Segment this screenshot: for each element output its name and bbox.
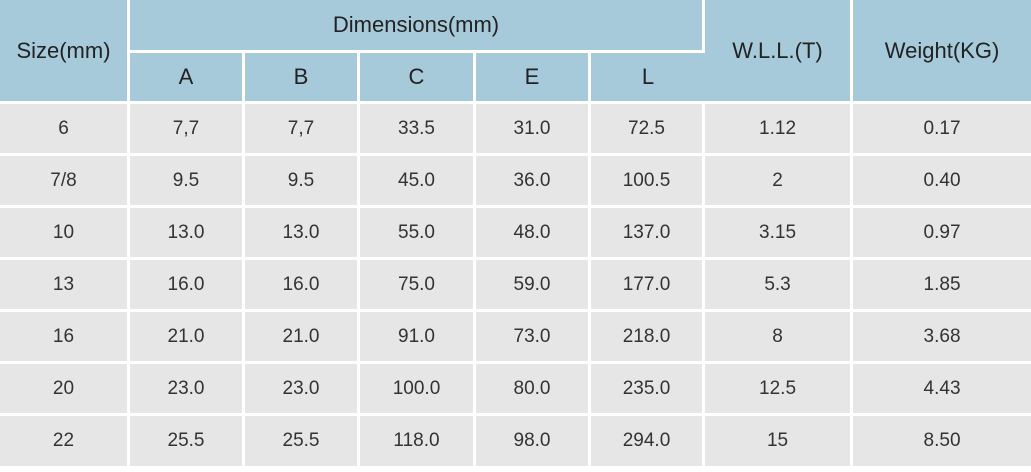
table-row: 20 23.0 23.0 100.0 80.0 235.0 12.5 4.43 [0,364,1031,416]
dim-header-b: B [245,53,360,104]
dim-b-cell: 23.0 [245,364,360,416]
weight-cell: 0.40 [853,156,1031,208]
table-row: 6 7,7 7,7 33.5 31.0 72.5 1.12 0.17 [0,104,1031,156]
size-cell: 20 [0,364,130,416]
weight-cell: 8.50 [853,416,1031,466]
dim-e-cell: 36.0 [476,156,591,208]
weight-cell: 0.97 [853,208,1031,260]
dim-a-cell: 23.0 [130,364,245,416]
dim-b-cell: 21.0 [245,312,360,364]
table-row: 16 21.0 21.0 91.0 73.0 218.0 8 3.68 [0,312,1031,364]
dim-c-cell: 91.0 [360,312,476,364]
dim-e-cell: 48.0 [476,208,591,260]
weight-cell: 0.17 [853,104,1031,156]
wll-cell: 12.5 [705,364,854,416]
wll-cell: 8 [705,312,854,364]
wll-cell: 1.12 [705,104,854,156]
dim-a-cell: 16.0 [130,260,245,312]
table-row: 22 25.5 25.5 118.0 98.0 294.0 15 8.50 [0,416,1031,466]
dim-header-a: A [130,53,245,104]
dim-b-cell: 16.0 [245,260,360,312]
dim-l-cell: 100.5 [591,156,706,208]
dim-e-cell: 80.0 [476,364,591,416]
dim-a-cell: 13.0 [130,208,245,260]
dim-c-cell: 55.0 [360,208,476,260]
size-header: Size(mm) [0,0,130,104]
table-row: 7/8 9.5 9.5 45.0 36.0 100.5 2 0.40 [0,156,1031,208]
weight-header: Weight(KG) [853,0,1031,104]
dim-c-cell: 75.0 [360,260,476,312]
table-body: 6 7,7 7,7 33.5 31.0 72.5 1.12 0.17 7/8 9.5 9.5 45.0… [0,104,1031,466]
dim-a-cell: 7,7 [130,104,245,156]
dim-l-cell: 294.0 [591,416,706,466]
dim-b-cell: 9.5 [245,156,360,208]
dim-e-cell: 59.0 [476,260,591,312]
dim-l-cell: 137.0 [591,208,706,260]
dim-a-cell: 9.5 [130,156,245,208]
dim-c-cell: 118.0 [360,416,476,466]
size-cell: 6 [0,104,130,156]
dim-b-cell: 13.0 [245,208,360,260]
dim-c-cell: 33.5 [360,104,476,156]
dim-l-cell: 218.0 [591,312,706,364]
dim-header-l: L [591,53,706,104]
size-cell: 22 [0,416,130,466]
dim-e-cell: 73.0 [476,312,591,364]
dim-c-cell: 45.0 [360,156,476,208]
dim-b-cell: 25.5 [245,416,360,466]
size-cell: 16 [0,312,130,364]
dim-a-cell: 21.0 [130,312,245,364]
dim-b-cell: 7,7 [245,104,360,156]
table-row: 13 16.0 16.0 75.0 59.0 177.0 5.3 1.85 [0,260,1031,312]
wll-cell: 5.3 [705,260,854,312]
weight-cell: 3.68 [853,312,1031,364]
weight-cell: 4.43 [853,364,1031,416]
wll-cell: 15 [705,416,854,466]
wll-cell: 2 [705,156,854,208]
dim-e-cell: 98.0 [476,416,591,466]
dim-header-e: E [476,53,591,104]
size-cell: 13 [0,260,130,312]
dim-c-cell: 100.0 [360,364,476,416]
dim-a-cell: 25.5 [130,416,245,466]
wll-header: W.L.L.(T) [705,0,854,104]
dim-l-cell: 72.5 [591,104,706,156]
dim-header-c: C [360,53,476,104]
wll-cell: 3.15 [705,208,854,260]
dimensions-header: Dimensions(mm) [130,0,706,53]
dim-l-cell: 235.0 [591,364,706,416]
size-cell: 10 [0,208,130,260]
dim-l-cell: 177.0 [591,260,706,312]
weight-cell: 1.85 [853,260,1031,312]
size-cell: 7/8 [0,156,130,208]
dim-e-cell: 31.0 [476,104,591,156]
table-row: 10 13.0 13.0 55.0 48.0 137.0 3.15 0.97 [0,208,1031,260]
